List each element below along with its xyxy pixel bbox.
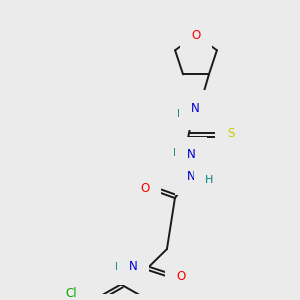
Text: Cl: Cl	[66, 287, 77, 300]
Text: N: N	[190, 102, 199, 115]
Text: O: O	[140, 182, 150, 195]
Text: O: O	[176, 270, 186, 283]
Text: H: H	[115, 262, 123, 272]
Text: N: N	[129, 260, 137, 273]
Text: H: H	[173, 148, 181, 158]
Text: H: H	[177, 109, 185, 118]
Text: S: S	[227, 127, 235, 140]
Text: N: N	[187, 170, 195, 183]
Text: O: O	[191, 29, 201, 42]
Text: N: N	[187, 148, 195, 161]
Text: H: H	[205, 176, 213, 185]
